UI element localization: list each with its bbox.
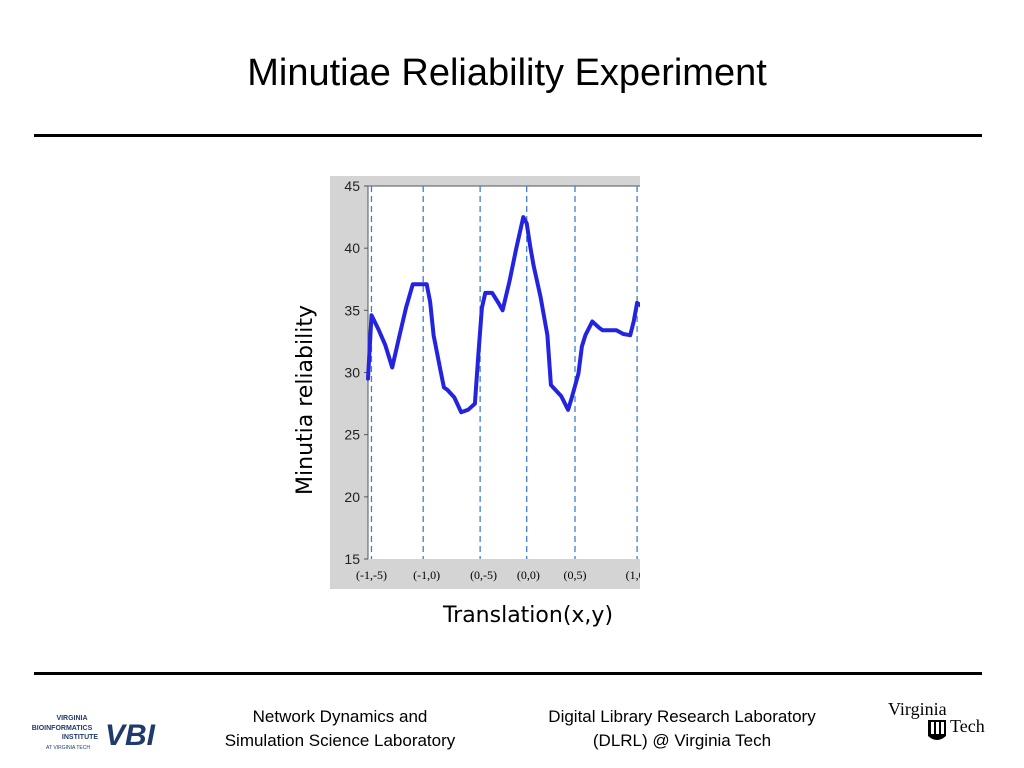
vbi-logo: VIRGINIA BIOINFORMATICS INSTITUTE AT VIR… xyxy=(32,715,156,752)
plot-area xyxy=(368,186,640,559)
x-tick-label: (-1,-5) xyxy=(356,568,387,582)
slide-title: Minutiae Reliability Experiment xyxy=(247,52,767,94)
y-tick-label: 20 xyxy=(344,489,360,505)
reliability-line-chart: 15 20 25 30 35 40 45 (-1,-5) (-1,0) (0,-5) (0,0) (… xyxy=(293,176,640,628)
vbi-logo-line3: INSTITUTE xyxy=(62,734,98,741)
y-tick-label: 45 xyxy=(344,178,360,194)
x-tick-label: (0,0) xyxy=(517,568,540,582)
vt-logo-line2: Tech xyxy=(950,716,985,736)
y-tick-label: 25 xyxy=(344,427,360,443)
y-tick-label: 30 xyxy=(344,365,360,381)
x-tick-label: (-1,0) xyxy=(413,568,440,582)
y-tick-label: 40 xyxy=(344,240,360,256)
vbi-logo-line4: AT VIRGINIA TECH xyxy=(46,745,90,751)
vt-shield-icon xyxy=(928,720,946,740)
y-axis-label: Minutia reliability xyxy=(293,305,318,495)
series-line xyxy=(366,215,640,415)
title-divider xyxy=(34,134,982,137)
footer-left: Network Dynamics and Simulation Science … xyxy=(190,705,490,753)
series-group xyxy=(366,215,640,415)
footer-left-line2: Simulation Science Laboratory xyxy=(224,731,456,750)
x-tick-label: (0,5) xyxy=(564,568,587,582)
vbi-logo-line1: VIRGINIA xyxy=(56,715,87,722)
y-axis: 15 20 25 30 35 40 45 xyxy=(344,178,640,567)
vbi-logo-line2: BIOINFORMATICS xyxy=(32,725,93,732)
x-tick-label: (0,-5) xyxy=(470,568,497,582)
x-axis: (-1,-5)(-1,0)(0,-5)(0,0)(0,5)(1,0)(1,5) xyxy=(356,568,640,582)
footer-divider xyxy=(34,672,982,675)
y-tick-label: 35 xyxy=(344,302,360,318)
footer-right: Digital Library Research Laboratory (DLR… xyxy=(510,705,854,753)
vbi-logo-mark: VBI xyxy=(105,719,156,752)
x-tick-label: (1,0) xyxy=(626,568,640,582)
virginia-tech-logo: Virginia Tech xyxy=(888,699,985,740)
y-tick-label: 15 xyxy=(344,551,360,567)
x-axis-label: Translation(x,y) xyxy=(442,603,613,628)
footer-right-line2: (DLRL) @ Virginia Tech xyxy=(592,731,772,750)
footer-right-line1: Digital Library Research Laboratory xyxy=(548,707,816,726)
footer-left-line1: Network Dynamics and xyxy=(252,707,428,726)
vt-logo-line1: Virginia xyxy=(888,699,947,719)
translation-markers xyxy=(370,186,638,559)
